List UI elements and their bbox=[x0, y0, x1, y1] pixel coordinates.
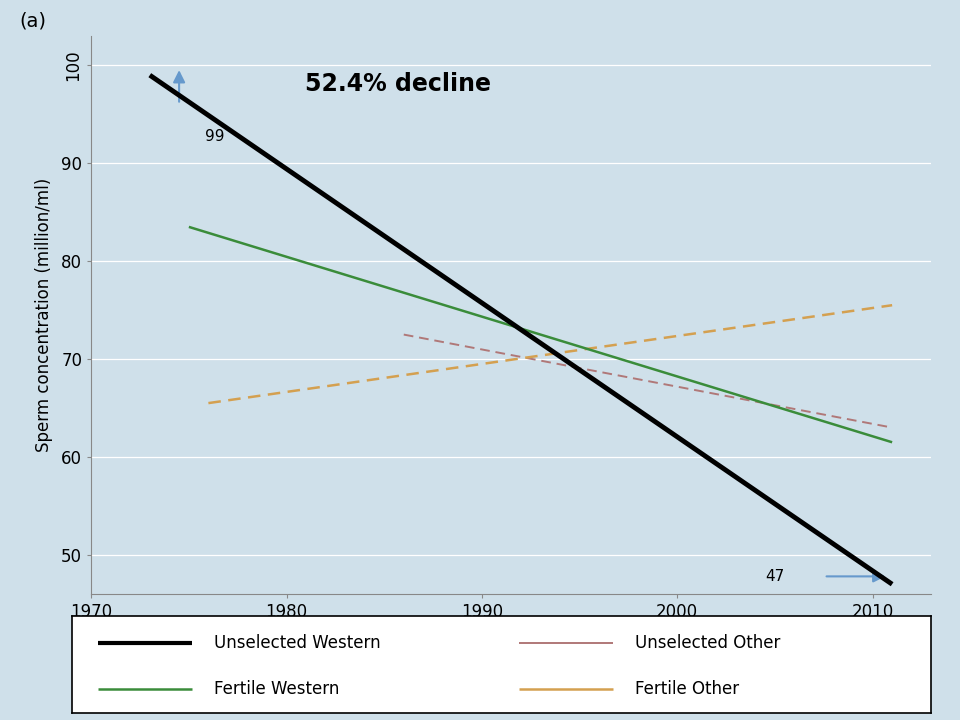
Text: Unselected Other: Unselected Other bbox=[635, 634, 780, 652]
Text: Fertile Western: Fertile Western bbox=[214, 680, 339, 698]
Text: Fertile Other: Fertile Other bbox=[635, 680, 739, 698]
Text: 99: 99 bbox=[204, 129, 224, 144]
Text: 52.4% decline: 52.4% decline bbox=[305, 72, 492, 96]
Text: 47: 47 bbox=[765, 569, 784, 584]
Text: Unselected Western: Unselected Western bbox=[214, 634, 380, 652]
Y-axis label: Sperm concentration (million/ml): Sperm concentration (million/ml) bbox=[35, 178, 53, 452]
X-axis label: Year of sample collection: Year of sample collection bbox=[398, 629, 624, 647]
Text: (a): (a) bbox=[20, 12, 47, 30]
